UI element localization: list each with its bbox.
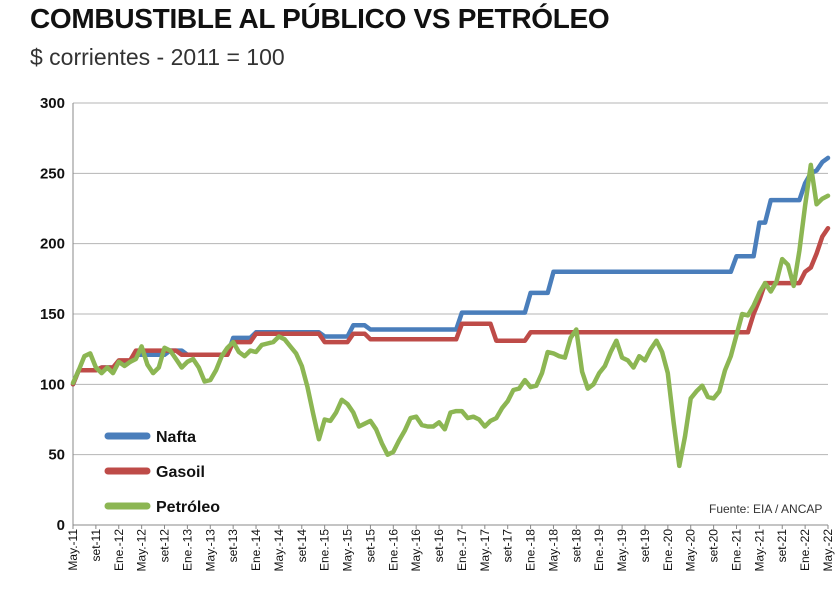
- x-tick-labels: May.-11 set-11 Ene.-12 May.-12 set-12 Ene.-13…: [66, 529, 835, 572]
- x-tick-label: set-13: [226, 529, 240, 563]
- x-tick-label: set-21: [775, 529, 789, 563]
- x-tick-label: Ene.-13: [180, 529, 194, 571]
- x-tick-label: set-17: [501, 529, 515, 563]
- x-tick-label: set-19: [638, 529, 652, 563]
- x-tick-label: Ene.-20: [661, 529, 675, 571]
- x-tick-label: May.-22: [821, 529, 835, 572]
- y-tick-label: 0: [57, 517, 65, 534]
- y-tick-label: 100: [40, 376, 65, 393]
- series-line-petr-leo: [70, 162, 831, 469]
- x-tick-label: May.-18: [546, 529, 560, 572]
- x-tick-label: May.-19: [615, 529, 629, 572]
- x-tick-label: Ene.-15: [318, 529, 332, 571]
- x-tick-label: set-14: [295, 529, 309, 563]
- x-tick-label: May.-21: [752, 529, 766, 572]
- y-tick-labels: 0 50 100 150 200 250 300: [40, 95, 65, 534]
- chart-subtitle: $ corrientes - 2011 = 100: [30, 44, 285, 70]
- y-tick-label: 150: [40, 306, 65, 323]
- series-lines: [70, 155, 831, 469]
- legend: Nafta Gasoil Petróleo: [104, 429, 220, 516]
- x-tick-label: May.-12: [135, 529, 149, 572]
- x-tick-label: May.-16: [409, 529, 423, 572]
- series-line-gasoil: [70, 225, 831, 387]
- x-tick-label: set-12: [158, 529, 172, 563]
- x-tick-label: May.-20: [684, 529, 698, 572]
- source-note: Fuente: EIA / ANCAP: [709, 502, 822, 516]
- x-tick-label: set-20: [707, 529, 721, 563]
- axes: [72, 103, 829, 529]
- x-tick-label: May.-13: [203, 529, 217, 572]
- x-tick-label: May.-15: [341, 529, 355, 572]
- y-tick-label: 50: [48, 447, 65, 464]
- x-tick-label: Ene.-18: [524, 529, 538, 571]
- x-tick-label: set-18: [569, 529, 583, 563]
- x-tick-label: set-15: [363, 529, 377, 563]
- legend-label: Gasoil: [156, 464, 205, 481]
- x-tick-label: Ene.-14: [249, 529, 263, 571]
- x-tick-label: May.-11: [66, 529, 80, 571]
- y-tick-label: 300: [40, 95, 65, 112]
- chart-title: COMBUSTIBLE AL PÚBLICO VS PETRÓLEO: [30, 3, 610, 34]
- y-tick-label: 250: [40, 165, 65, 182]
- y-tick-label: 200: [40, 236, 65, 253]
- x-tick-label: Ene.-22: [798, 529, 812, 571]
- x-tick-label: set-11: [89, 529, 103, 562]
- x-tick-label: Ene.-17: [455, 529, 469, 571]
- legend-label: Nafta: [156, 429, 196, 446]
- x-tick-label: May.-17: [478, 529, 492, 572]
- x-tick-label: Ene.-16: [386, 529, 400, 571]
- x-tick-label: Ene.-19: [592, 529, 606, 571]
- x-tick-label: Ene.-12: [112, 529, 126, 571]
- series-line-nafta: [70, 155, 831, 387]
- legend-label: Petróleo: [156, 499, 220, 516]
- x-tick-label: set-16: [432, 529, 446, 563]
- gridlines: [73, 102, 828, 456]
- x-tick-label: May.-14: [272, 529, 286, 572]
- x-tick-label: Ene.-21: [729, 529, 743, 571]
